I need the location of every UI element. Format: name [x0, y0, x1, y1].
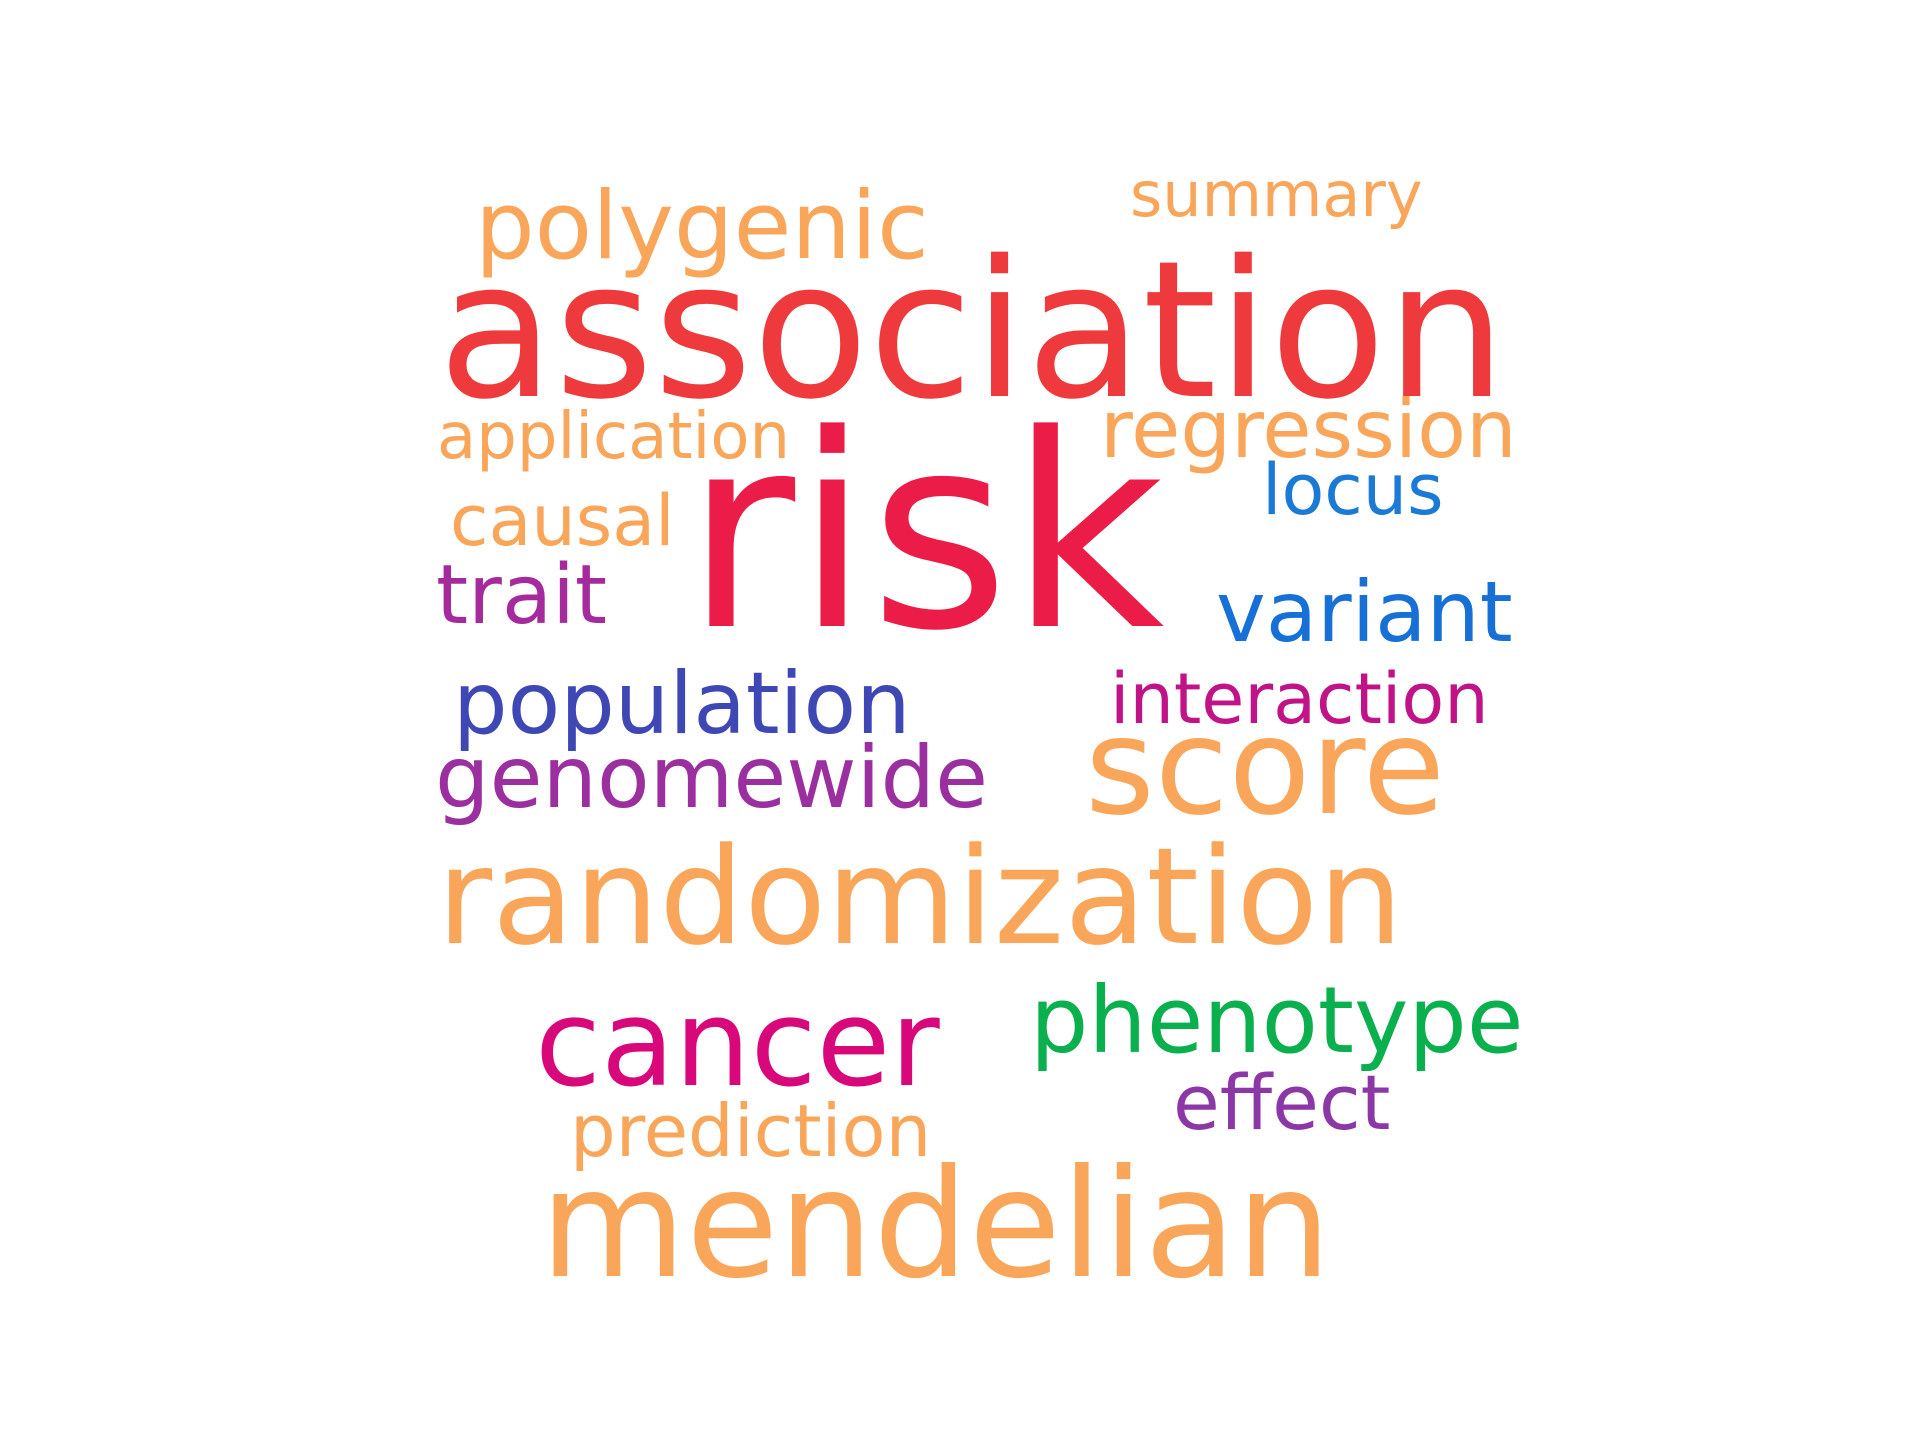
word-population: population	[453, 654, 911, 754]
word-score: score	[1085, 689, 1446, 845]
word-locus: locus	[1262, 449, 1444, 531]
word-causal: causal	[450, 480, 675, 562]
word-cancer: cancer	[535, 975, 940, 1114]
word-genomewide: genomewide	[435, 728, 989, 828]
word-polygenic: polygenic	[475, 172, 929, 281]
word-risk: risk	[685, 378, 1165, 690]
word-effect: effect	[1173, 1058, 1391, 1147]
word-prediction: prediction	[570, 1089, 932, 1173]
word-association: association	[438, 220, 1507, 441]
word-phenotype: phenotype	[1030, 967, 1524, 1074]
word-trait: trait	[436, 548, 608, 643]
word-randomization: randomization	[437, 819, 1404, 975]
word-interaction: interaction	[1110, 658, 1489, 740]
word-variant: variant	[1216, 563, 1513, 661]
word-mendelian: mendelian	[540, 1138, 1332, 1312]
word-summary: summary	[1130, 158, 1423, 231]
word-application: application	[437, 400, 791, 474]
word-regression: regression	[1100, 383, 1517, 476]
